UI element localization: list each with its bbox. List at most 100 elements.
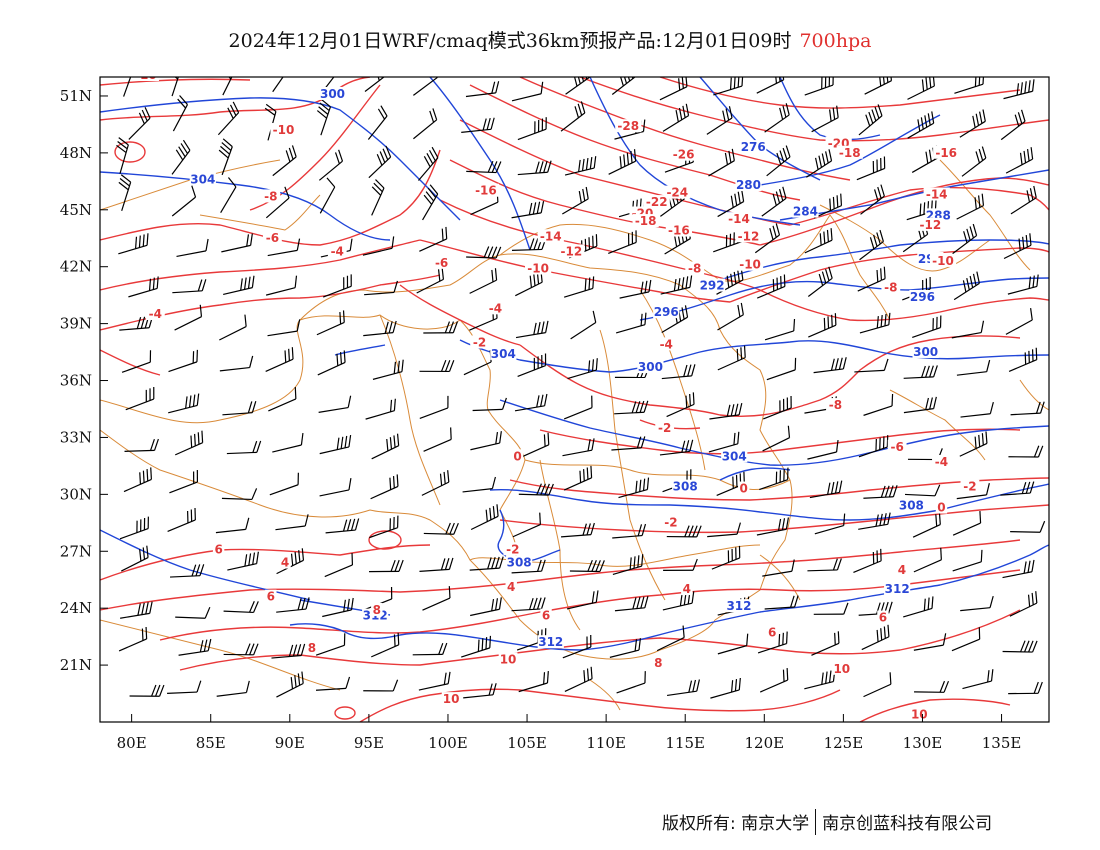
- temperature-label: -6: [435, 256, 448, 270]
- temperature-label: -4: [331, 244, 344, 258]
- wind-barb: [762, 559, 795, 577]
- temperature-label: -10: [273, 123, 295, 137]
- geopotential-label: 276: [741, 140, 766, 154]
- lon-tick-label: 135E: [982, 734, 1022, 752]
- copyright-owner: 版权所有: 南京大学: [662, 814, 810, 834]
- temperature-label: 0: [937, 501, 945, 515]
- wind-barb: [265, 186, 290, 219]
- lon-tick-label: 85E: [196, 734, 226, 752]
- wind-barb: [418, 671, 451, 691]
- lon-tick-label: 125E: [824, 734, 864, 752]
- temperature-label: 10: [500, 652, 517, 666]
- wind-barb: [609, 638, 641, 658]
- temperature-label-bg: [263, 231, 282, 245]
- wind-barb: [667, 679, 700, 697]
- geopotential-contours: [100, 77, 1049, 651]
- title-level: 700hpa: [799, 30, 872, 52]
- wind-barb: [761, 186, 787, 217]
- wind-barb: [472, 397, 507, 412]
- wind-barb: [813, 357, 847, 374]
- wind-barb: [167, 507, 196, 532]
- wind-barb: [118, 174, 132, 211]
- temperature-label: -2: [473, 335, 486, 349]
- wind-barb: [614, 400, 649, 415]
- axis-ticks: 80E 85E 90E 95E 100E 105E 110E 115E 120E 125E 130E…: [60, 87, 1022, 752]
- geopotential-label-bg: [725, 599, 753, 613]
- geopotential-label: 308: [507, 556, 532, 570]
- wind-barb: [462, 476, 496, 493]
- wind-barb: [619, 279, 652, 299]
- wind-barb: [659, 77, 688, 101]
- wind-barb: [717, 302, 744, 331]
- temperature-label: -12: [738, 229, 760, 243]
- wind-barb: [764, 318, 796, 341]
- wind-barb: [614, 596, 649, 612]
- wind-barb: [756, 274, 786, 299]
- temperature-label: 4: [507, 580, 515, 594]
- copyright-footer: 版权所有: 南京大学 南京创蓝科技有限公司: [662, 809, 992, 837]
- lon-tick-label: 115E: [665, 734, 705, 752]
- wind-barb: [956, 193, 985, 220]
- wind-barb: [268, 386, 297, 412]
- wind-barb: [1003, 233, 1032, 260]
- wind-barb: [759, 467, 789, 491]
- wind-barb: [363, 679, 399, 692]
- wind-barb: [466, 160, 502, 174]
- wind-barb: [168, 349, 198, 373]
- geopotential-label-bg: [506, 555, 533, 569]
- lat-tick-label: 21N: [60, 656, 92, 674]
- temperature-label-bg: [486, 301, 505, 315]
- temperature-label: -10: [527, 262, 549, 276]
- wind-barb: [959, 109, 986, 138]
- geopotential-label-bg: [653, 305, 680, 319]
- geopotential-label-bg: [637, 360, 664, 374]
- lat-tick-label: 27N: [60, 542, 92, 560]
- wind-barb: [226, 440, 262, 455]
- wind-barb: [666, 525, 702, 538]
- temperature-label: -2: [963, 480, 976, 494]
- wind-barb: [123, 467, 152, 493]
- temperature-label-bg: [643, 195, 670, 209]
- temperature-label: -16: [475, 184, 497, 198]
- wind-barb: [367, 105, 388, 140]
- temperature-label: -4: [149, 307, 162, 321]
- wind-barb: [766, 145, 791, 177]
- wind-barb: [666, 392, 695, 418]
- temperature-label-bg: [766, 625, 778, 639]
- temperature-label-bg: [685, 261, 705, 275]
- temperature-label-bg: [503, 542, 523, 556]
- temperature-label-bg: [132, 77, 159, 81]
- wind-barb: [461, 117, 495, 133]
- temperature-label-bg: [681, 582, 693, 596]
- wind-barb: [171, 185, 197, 217]
- temperature-label-bg: [652, 656, 665, 670]
- wind-barb: [317, 350, 346, 376]
- temperature-label: -12: [920, 218, 942, 232]
- geopotential-label: 292: [700, 279, 725, 293]
- plot-frame: [99, 76, 1050, 723]
- wind-barb: [221, 233, 253, 253]
- temperature-label: -8: [829, 398, 842, 412]
- boundary-lines: [100, 159, 1049, 711]
- wind-barb: [171, 77, 179, 97]
- wind-barb: [569, 559, 605, 573]
- geopotential-label-bg: [792, 204, 819, 218]
- wind-barb: [272, 432, 304, 453]
- temperature-label-bg: [537, 229, 564, 243]
- wind-barb: [1002, 640, 1038, 653]
- wind-barb: [616, 671, 646, 694]
- wind-barb: [859, 312, 891, 334]
- wind-barb: [912, 315, 942, 339]
- wind-barb: [219, 314, 247, 341]
- temperature-label-bg: [887, 439, 907, 453]
- wind-barb: [562, 438, 595, 457]
- wind-barb: [858, 104, 883, 136]
- wind-barb: [859, 229, 884, 261]
- wind-barb: [470, 504, 499, 531]
- wind-barb: [511, 597, 546, 612]
- temperature-label-bg: [505, 580, 517, 594]
- wind-barb: [272, 145, 297, 177]
- wind-barb: [119, 516, 149, 540]
- temperature-label-bg: [917, 217, 944, 231]
- temperature-label: 6: [768, 626, 776, 640]
